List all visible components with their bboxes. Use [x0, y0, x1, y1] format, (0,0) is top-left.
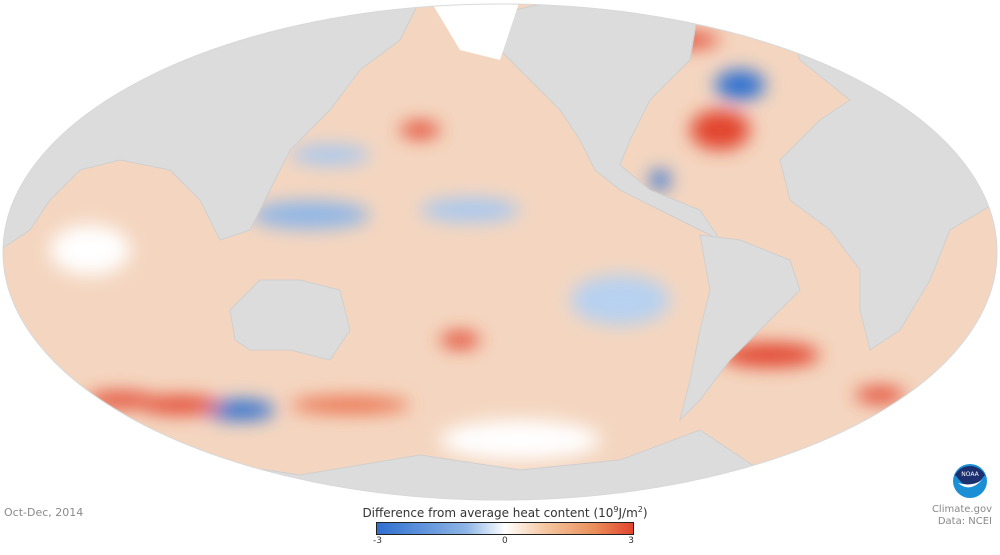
land-australia [229, 279, 351, 361]
land-south-america [679, 234, 801, 422]
land-north-america [469, 4, 722, 242]
credit-source: Data: NCEI [937, 516, 992, 527]
credit-block: Climate.gov Data: NCEI [932, 504, 992, 528]
period-label: Oct-Dec, 2014 [4, 506, 84, 519]
color-legend: Difference from average heat content (10… [360, 505, 650, 547]
svg-text:NOAA: NOAA [961, 471, 979, 478]
legend-colorbar [376, 522, 634, 535]
noaa-logo-icon: NOAA [953, 464, 987, 498]
ocean-heat-content-map [2, 3, 998, 501]
legend-title: Difference from average heat content (10… [362, 505, 648, 520]
land-greenland [430, 4, 520, 60]
credit-site: Climate.gov [931, 504, 992, 515]
legend-min-label: -3 [373, 536, 382, 546]
legend-mid-label: 0 [502, 536, 508, 546]
legend-max-label: 3 [628, 536, 634, 546]
